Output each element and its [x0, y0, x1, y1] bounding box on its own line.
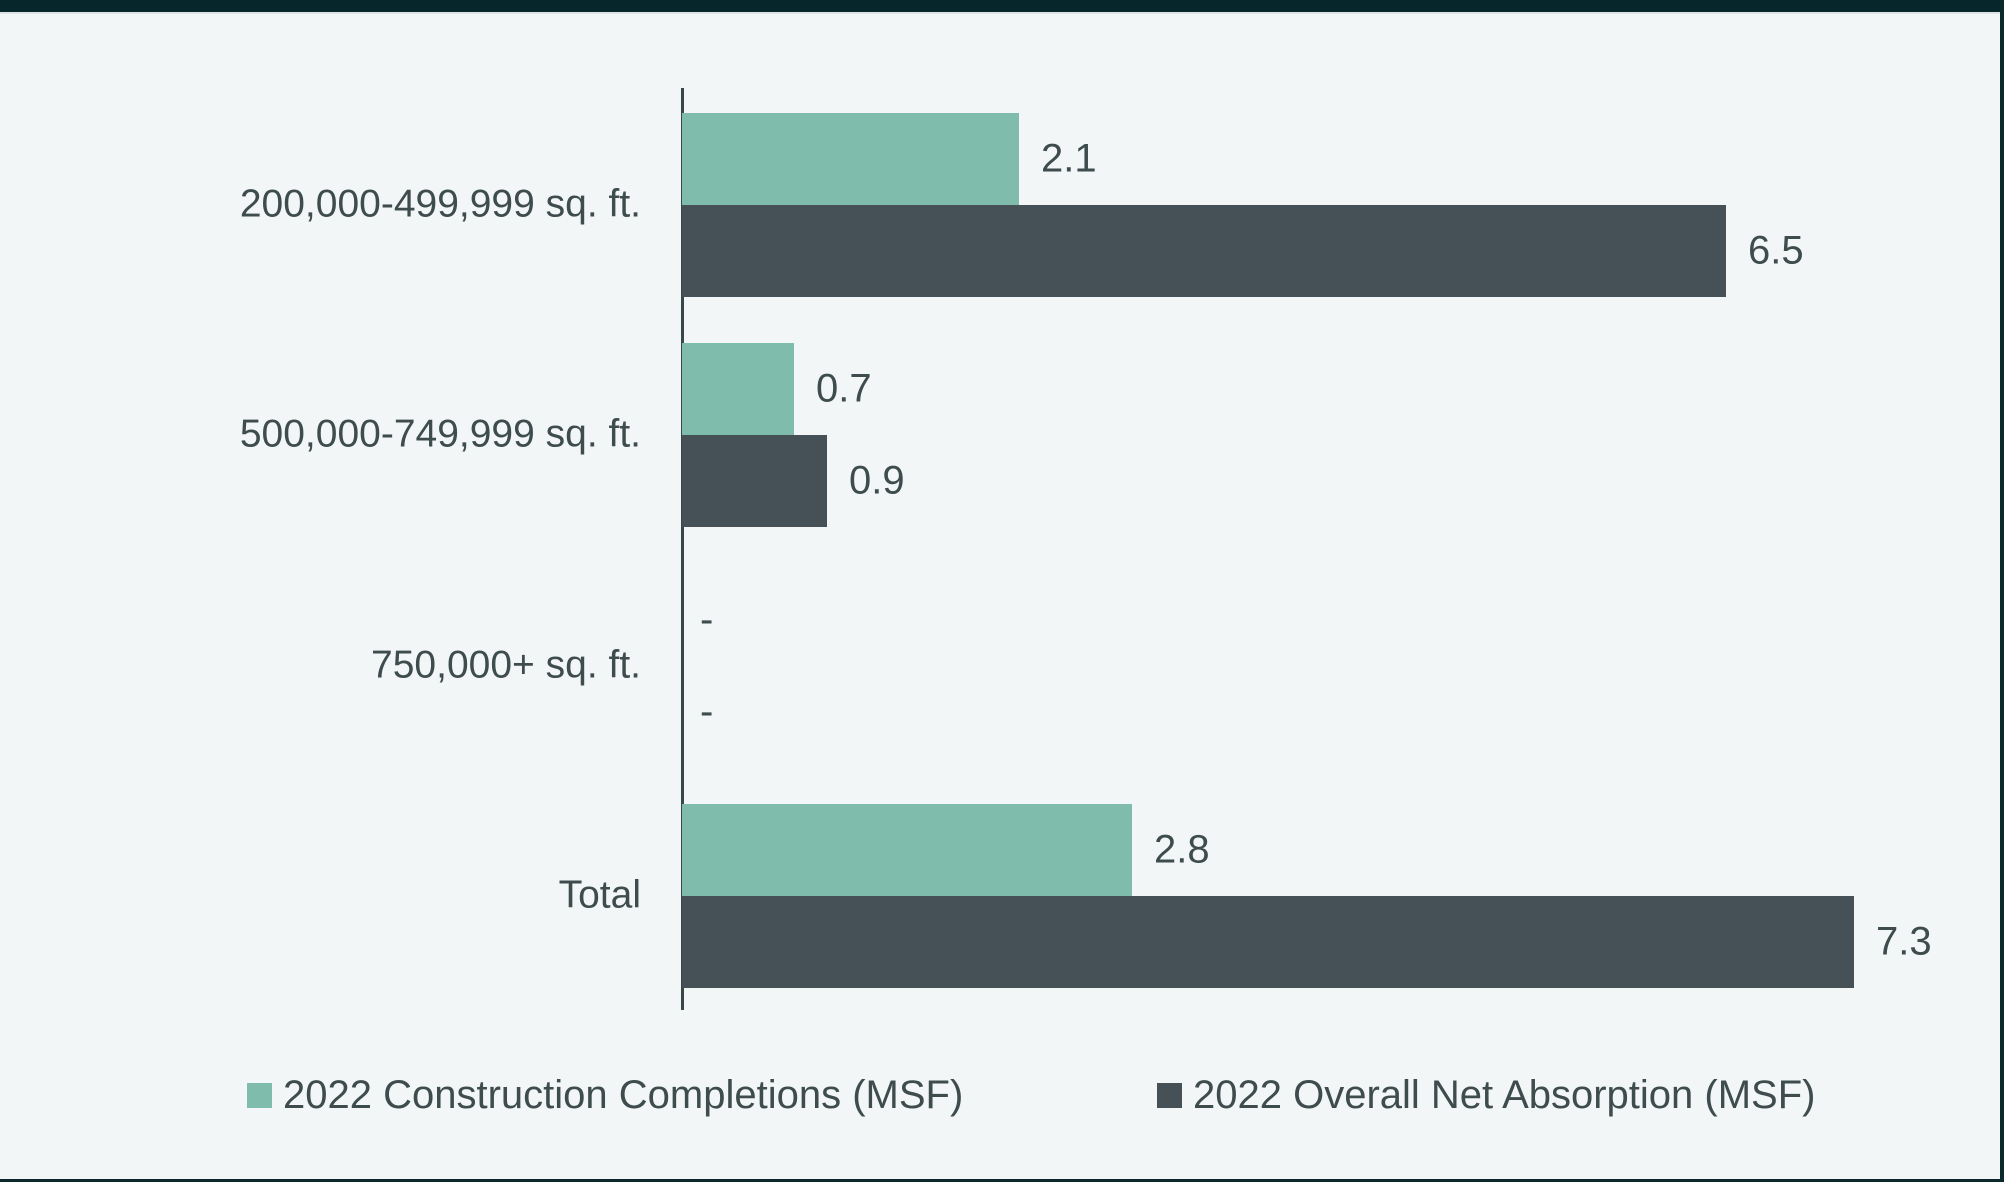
bar-construction-completions — [682, 804, 1132, 896]
bar-net-absorption — [682, 205, 1726, 297]
bar-construction-completions — [682, 343, 794, 435]
value-label-construction-completions: - — [700, 597, 714, 642]
bar-net-absorption — [682, 435, 827, 527]
value-label-net-absorption: 7.3 — [1876, 919, 1932, 964]
legend-item-construction-completions: 2022 Construction Completions (MSF) — [247, 1072, 963, 1118]
legend-item-net-absorption: 2022 Overall Net Absorption (MSF) — [1157, 1072, 1815, 1118]
category-label: 200,000-499,999 sq. ft. — [239, 182, 641, 226]
chart-legend: 2022 Construction Completions (MSF) 2022… — [0, 1072, 2000, 1118]
legend-label-construction-completions: 2022 Construction Completions (MSF) — [283, 1072, 964, 1117]
value-label-net-absorption: 6.5 — [1748, 228, 1804, 273]
category-label: Total — [558, 873, 641, 917]
y-axis-line — [681, 88, 684, 1010]
bar-net-absorption — [682, 896, 1854, 988]
value-label-net-absorption: - — [700, 689, 714, 734]
top-accent-bar — [0, 0, 2000, 14]
value-label-construction-completions: 2.8 — [1154, 827, 1210, 872]
value-label-construction-completions: 2.1 — [1041, 136, 1097, 181]
value-label-net-absorption: 0.9 — [849, 458, 905, 503]
legend-swatch-construction-completions — [247, 1082, 272, 1108]
category-label: 500,000-749,999 sq. ft. — [239, 412, 641, 456]
value-label-construction-completions: 0.7 — [816, 366, 872, 411]
legend-swatch-net-absorption — [1157, 1082, 1182, 1108]
legend-label-net-absorption: 2022 Overall Net Absorption (MSF) — [1193, 1072, 1816, 1117]
category-label: 750,000+ sq. ft. — [371, 643, 641, 687]
bar-construction-completions — [682, 113, 1019, 205]
